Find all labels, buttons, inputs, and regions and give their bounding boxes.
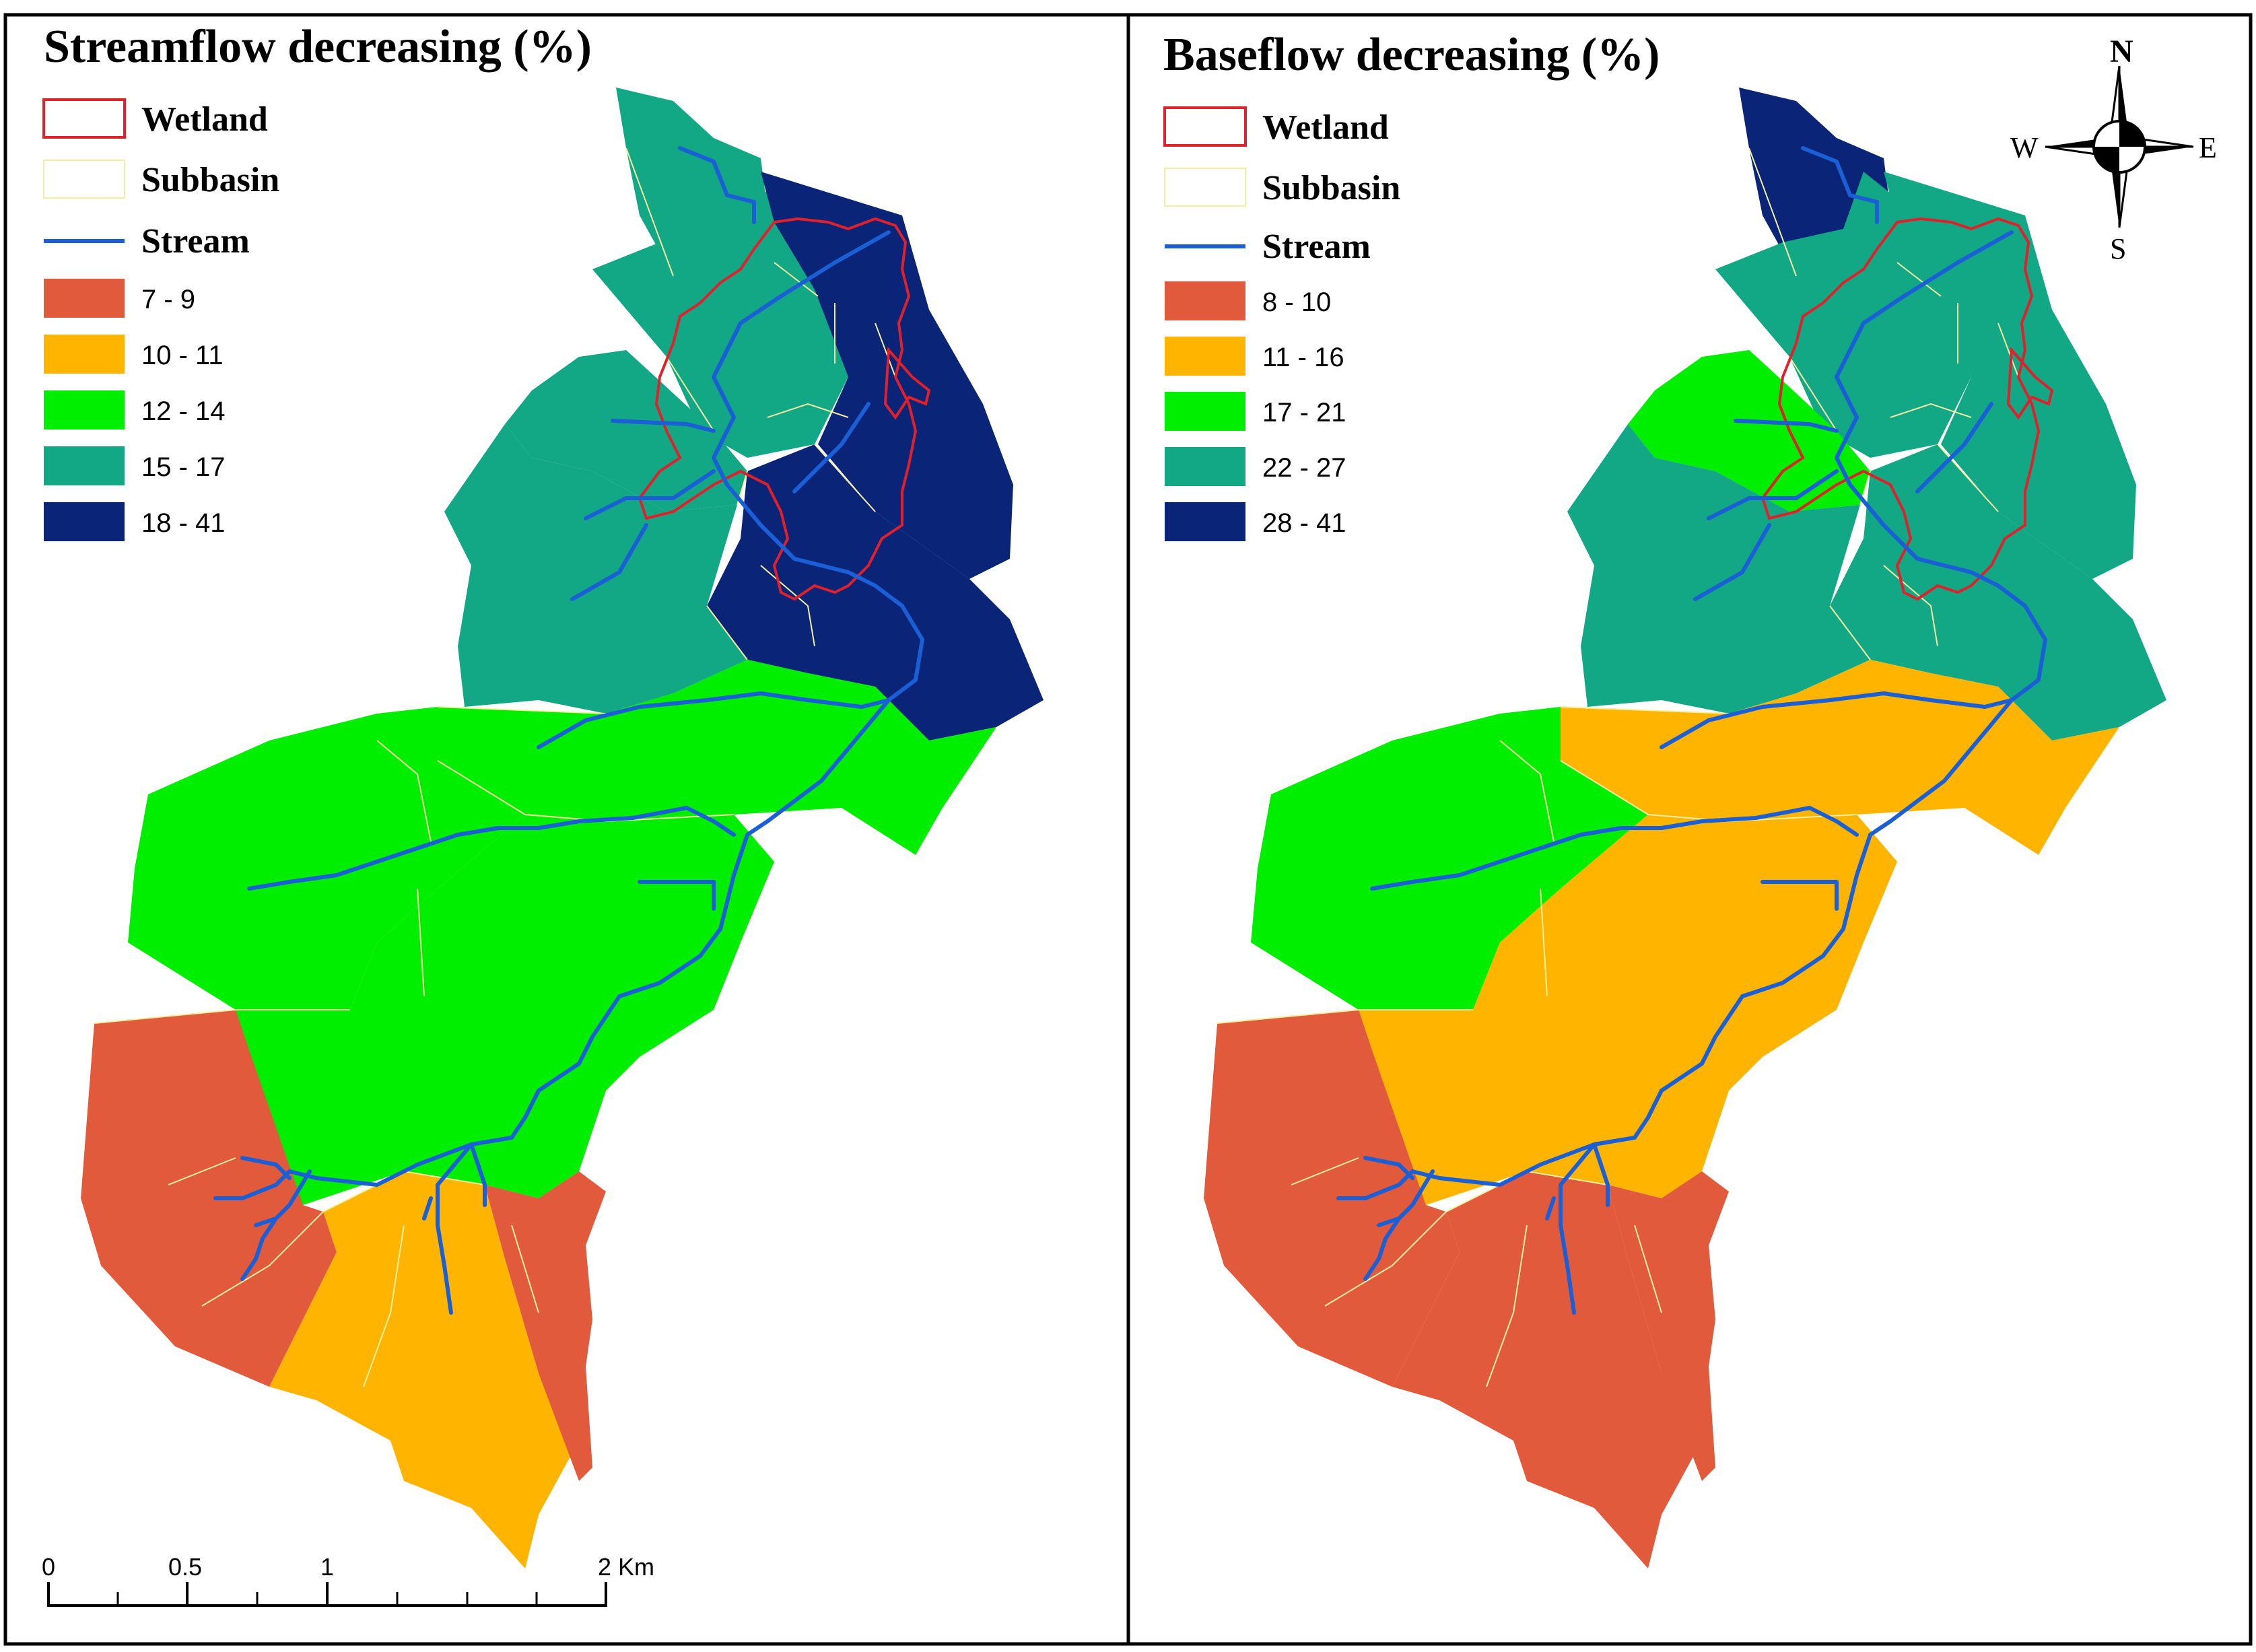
legend-subbasin-label: Subbasin (141, 161, 279, 199)
legend-class-label: 28 - 41 (1262, 508, 1346, 538)
scale-label: 1 (320, 1553, 334, 1581)
legend-class-label: 22 - 27 (1262, 453, 1346, 483)
panel-baseflow: Baseflow decreasing (%) Wetland Subbasin… (1163, 29, 2217, 1569)
legend-class-swatch (44, 502, 125, 541)
legend-wetland-label: Wetland (1262, 108, 1389, 147)
panel-streamflow: Streamflow decreasing (%) Wetland Subbas… (42, 21, 1044, 1607)
legend-class-label: 12 - 14 (141, 397, 226, 426)
legend-class-label: 17 - 21 (1262, 398, 1346, 427)
legend-class-swatch (44, 279, 125, 318)
scale-label: 2 Km (598, 1553, 654, 1581)
map-regions (1204, 88, 2166, 1569)
legend-class-swatch (44, 335, 125, 374)
legend-class-swatch (1165, 392, 1245, 431)
legend-class-label: 10 - 11 (141, 341, 224, 370)
legend-class-swatch (1165, 502, 1245, 541)
legend-wetland-swatch (42, 98, 126, 139)
compass-w-label: W (2010, 131, 2039, 164)
legend-class-label: 15 - 17 (141, 452, 226, 482)
legend-class-swatch (44, 390, 125, 429)
map-title: Streamflow decreasing (%) (44, 21, 592, 73)
legend-subbasin-label: Subbasin (1262, 169, 1400, 207)
scale-label: 0.5 (168, 1553, 202, 1581)
legend-stream-label: Stream (1262, 228, 1371, 266)
legend-class-label: 18 - 41 (141, 508, 226, 538)
legend-class-swatch (1165, 447, 1245, 486)
legend-wetland-swatch (1163, 106, 1247, 147)
legend-class-swatch (1165, 281, 1245, 320)
legend-subbasin-swatch (43, 160, 125, 199)
map-regions (81, 88, 1044, 1569)
legend-class-label: 11 - 16 (1262, 343, 1344, 372)
scale-bar: 0 0.5 1 2 Km (42, 1553, 654, 1607)
legend: Wetland Subbasin Stream 8 - 10 11 - 16 1… (1163, 106, 1400, 541)
north-arrow-icon: N S E W (2010, 34, 2217, 265)
legend-class-label: 8 - 10 (1262, 287, 1331, 317)
legend-class-swatch (44, 446, 125, 485)
compass-n-label: N (2110, 34, 2133, 69)
scale-label: 0 (42, 1553, 55, 1581)
compass-e-label: E (2199, 131, 2217, 164)
legend-class-swatch (1165, 337, 1245, 376)
compass-s-label: S (2110, 232, 2126, 265)
legend-subbasin-swatch (1164, 168, 1246, 207)
legend-wetland-label: Wetland (141, 100, 268, 139)
legend-stream-label: Stream (141, 222, 250, 261)
legend-class-label: 7 - 9 (141, 285, 195, 314)
map-title: Baseflow decreasing (%) (1163, 29, 1660, 81)
legend: Wetland Subbasin Stream 7 - 9 10 - 11 12… (42, 98, 279, 541)
